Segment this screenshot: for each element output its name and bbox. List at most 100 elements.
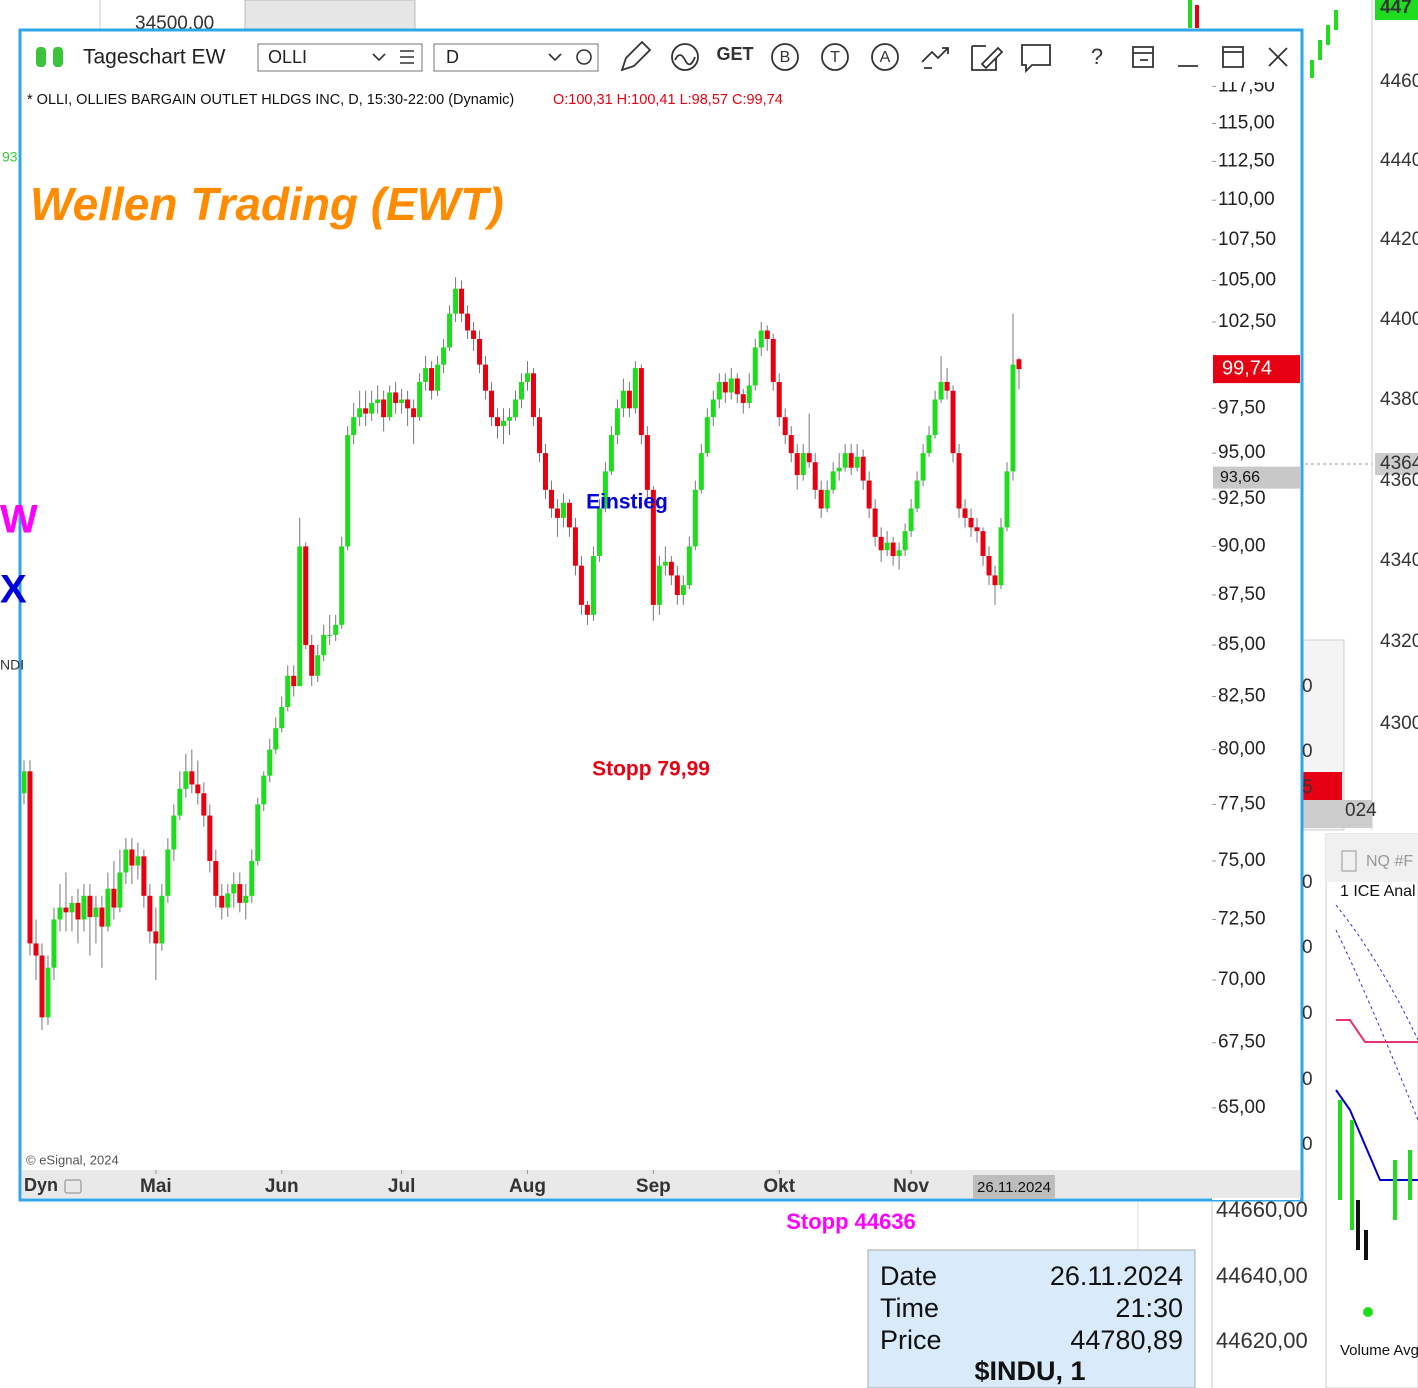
- t-tool[interactable]: [821, 43, 849, 71]
- time-axis: [22, 1170, 1300, 1198]
- candle-body: [267, 749, 273, 776]
- candle-body: [429, 368, 435, 391]
- candle-body: [453, 288, 459, 314]
- candle-body: [153, 931, 159, 944]
- candle-body: [375, 399, 381, 404]
- candle-body: [932, 399, 938, 436]
- candle-body: [998, 527, 1004, 586]
- nq-title: NQ #F: [1366, 853, 1413, 870]
- candle-body: [938, 381, 944, 400]
- wave-tool-icon: [674, 54, 696, 66]
- candle-body: [812, 462, 818, 490]
- annotation-stop: Stopp 79,99: [592, 758, 710, 781]
- candle-body: [638, 368, 644, 436]
- candle-body: [57, 907, 63, 920]
- titlebar: [22, 32, 1300, 82]
- bg-axis-label: 44620,00: [1216, 1328, 1308, 1353]
- candle-body: [614, 408, 620, 436]
- candle-body: [842, 453, 848, 468]
- get-tool[interactable]: GET: [716, 44, 753, 64]
- a-label: A: [880, 49, 891, 66]
- candle-body: [716, 381, 722, 400]
- candle-body: [1016, 359, 1022, 370]
- y-tick-label: 80,00: [1218, 739, 1266, 760]
- candle-body: [129, 849, 135, 866]
- maximize-btn[interactable]: [1222, 46, 1244, 68]
- candle-body: [764, 330, 770, 339]
- candle-body: [219, 895, 225, 908]
- y-tick-label: 77,50: [1218, 793, 1266, 814]
- candle-body: [177, 788, 183, 816]
- comment-tool[interactable]: [1021, 44, 1051, 74]
- bg-panel-label: 0: [1302, 1134, 1313, 1155]
- y-tick-label: 110,00: [1218, 189, 1275, 210]
- candle-body: [339, 546, 345, 625]
- watermark: Wellen Trading (EWT): [30, 178, 504, 230]
- candle-body: [866, 480, 872, 509]
- close-btn[interactable]: [1268, 47, 1288, 67]
- candle-body: [860, 456, 866, 481]
- ohlc-text: O:100,31 H:100,41 L:98,57 C:99,74: [553, 92, 783, 108]
- candle-body: [249, 860, 255, 896]
- stop-label: Stopp 44636: [786, 1209, 916, 1234]
- info-value: 21:30: [1115, 1293, 1183, 1323]
- bg-axis-label: 44640,00: [1216, 1263, 1308, 1288]
- candle-body: [692, 489, 698, 547]
- candle-body: [920, 453, 926, 481]
- candle-body: [423, 368, 429, 382]
- b-tool[interactable]: [771, 43, 799, 71]
- bg-panel-label: 0: [1302, 676, 1313, 697]
- candle-body: [824, 489, 830, 509]
- bg-panel-label: 0: [1302, 1069, 1313, 1090]
- bg-price-box: [1375, 453, 1418, 475]
- candle-body: [770, 338, 776, 382]
- candle-body: [123, 849, 129, 873]
- y-tick-label: 117,50: [1218, 75, 1275, 96]
- price-axis: [1212, 82, 1300, 1200]
- edit-tool[interactable]: [971, 45, 1004, 71]
- a-tool[interactable]: [871, 43, 899, 71]
- nq-candles: [1356, 1200, 1368, 1260]
- candle-body: [734, 378, 740, 395]
- candle-body: [836, 467, 842, 472]
- nq-lines: [1335, 904, 1418, 1121]
- y-tick-label: 87,50: [1218, 584, 1266, 605]
- candle-body: [147, 895, 153, 932]
- move-tool[interactable]: [921, 47, 949, 69]
- candle-body: [728, 378, 734, 393]
- candle-body: [596, 508, 602, 557]
- x-tick-label: Jul: [388, 1176, 415, 1197]
- candle-body: [590, 556, 596, 615]
- candle-body: [441, 347, 447, 365]
- symbol-dropdown[interactable]: [257, 43, 423, 72]
- candle-body: [956, 453, 962, 509]
- bg-left-label: X: [0, 568, 27, 612]
- candle-body: [800, 453, 806, 476]
- interval-dropdown[interactable]: [433, 43, 599, 72]
- properties-btn[interactable]: [1132, 46, 1154, 68]
- candle-body: [189, 771, 195, 785]
- candle-body: [572, 527, 578, 566]
- candle-body: [878, 536, 884, 551]
- candle-body: [393, 392, 399, 404]
- help-btn[interactable]: ?: [1091, 44, 1103, 69]
- wave-tool[interactable]: [671, 43, 699, 71]
- copyright: © eSignal, 2024: [26, 1152, 119, 1167]
- candle-body: [369, 403, 375, 414]
- chart-header: * OLLI, OLLIES BARGAIN OUTLET HLDGS INC,…: [27, 92, 514, 108]
- candle-body: [854, 456, 860, 468]
- lock-icon[interactable]: [64, 1179, 82, 1194]
- candle-body: [968, 517, 974, 528]
- candle-body: [992, 575, 998, 586]
- bg-axis-label: 4440: [1380, 150, 1418, 171]
- x-tick-label: Jun: [265, 1176, 299, 1197]
- x-tick-label: Nov: [893, 1176, 929, 1197]
- date-marker-box: [973, 1175, 1055, 1199]
- b-label: B: [780, 49, 791, 66]
- candle-body: [644, 435, 650, 490]
- candle-body: [255, 804, 261, 861]
- bg-axis-label: 4320: [1380, 631, 1418, 652]
- pencil-tool[interactable]: [620, 40, 652, 72]
- candle-body: [584, 604, 590, 615]
